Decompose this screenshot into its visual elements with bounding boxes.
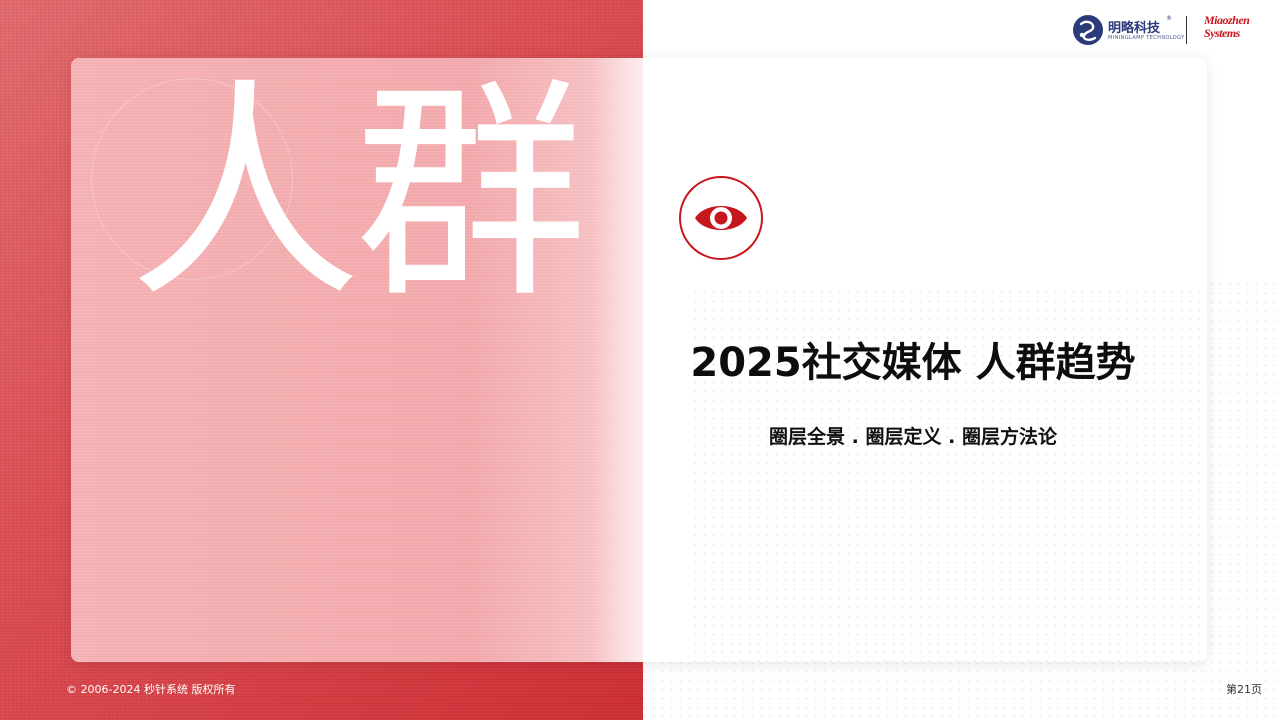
- card-left-panel: 人群: [71, 58, 643, 662]
- card-right-panel: [681, 58, 1207, 662]
- miaozhen-logo-line2: Systems: [1204, 26, 1240, 40]
- eye-icon: [695, 206, 747, 230]
- miaozhen-logo-line1: Miaozhen: [1204, 13, 1250, 27]
- big-title-chars: 人群: [129, 59, 587, 329]
- title-card: 人群: [71, 58, 1207, 662]
- logo-divider: [1186, 16, 1187, 44]
- registered-mark: ®: [1166, 15, 1172, 22]
- main-title: 2025社交媒体 人群趋势: [690, 340, 1136, 386]
- mingluo-logo-icon: [1073, 15, 1103, 45]
- footer-page-number: 第21页: [1226, 683, 1262, 696]
- footer-copyright: © 2006-2024 秒针系统 版权所有: [66, 683, 236, 696]
- mingluo-logo-text: 明略科技: [1108, 21, 1161, 36]
- card-dot-pattern: [691, 288, 1207, 662]
- mingluo-logo-subtext: MININGLAMP TECHNOLOGY: [1108, 35, 1185, 41]
- decorative-ring: [91, 78, 293, 280]
- subtitle: 圈层全景 . 圈层定义 . 圈层方法论: [769, 426, 1057, 448]
- miaozhen-logo: Miaozhen Systems: [1204, 13, 1250, 40]
- logo-area: 明略科技 ® MININGLAMP TECHNOLOGY Miaozhen Sy…: [1070, 12, 1270, 48]
- eye-badge: [679, 176, 763, 260]
